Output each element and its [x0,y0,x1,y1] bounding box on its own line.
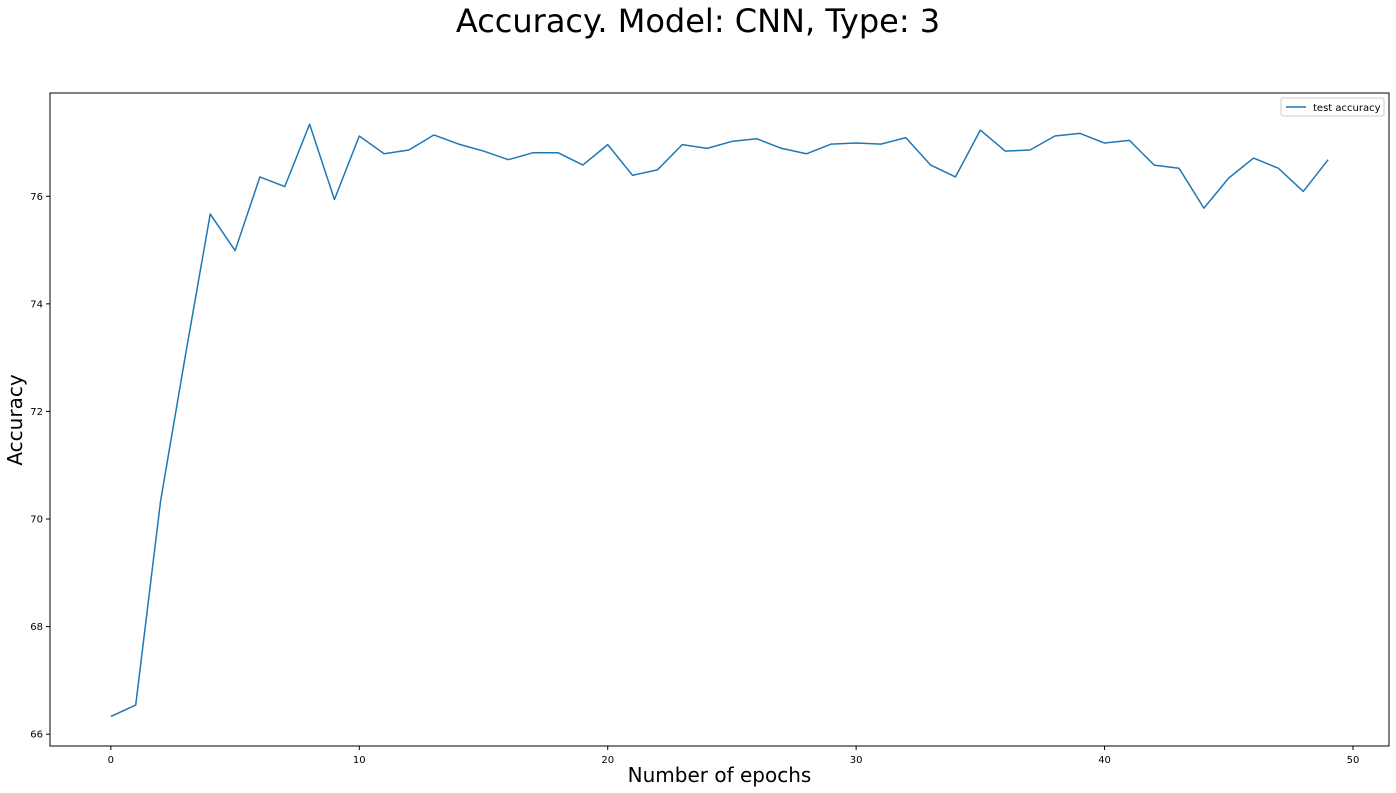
legend: test accuracy [1280,97,1385,117]
chart-title: Accuracy. Model: CNN, Type: 3 [456,2,940,40]
legend-box [1280,97,1385,117]
x-tick-label: 0 [108,755,114,766]
y-tick-label: 74 [30,299,43,310]
y-tick-label: 72 [30,407,43,418]
y-tick-label: 70 [30,515,43,526]
x-tick-label: 50 [1347,755,1360,766]
plot-area [50,93,1389,746]
x-tick-label: 40 [1098,755,1111,766]
ticks: 0 10 20 30 40 50 66 68 70 72 74 76 [30,192,1359,766]
y-tick-label: 66 [30,730,43,741]
x-tick-label: 20 [601,755,614,766]
x-tick-label: 30 [850,755,863,766]
legend-label: test accuracy [1313,103,1381,114]
x-tick-label: 10 [353,755,366,766]
plot-frame [49,92,1390,747]
series-line-test-accuracy [110,123,1329,718]
y-axis-label: Accuracy [3,374,27,465]
x-axis-label: Number of epochs [628,763,812,787]
y-tick-label: 76 [30,192,43,203]
y-tick-label: 68 [30,622,43,633]
